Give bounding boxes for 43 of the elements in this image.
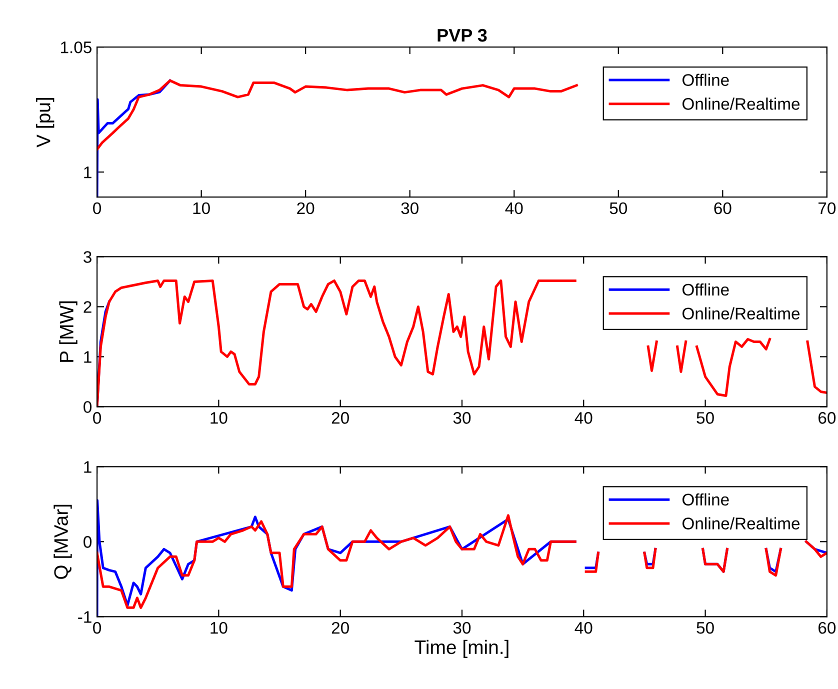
- legend-label: Online/Realtime: [682, 517, 800, 530]
- x-tick-label: 70: [818, 202, 836, 214]
- x-tick-label: 60: [818, 412, 836, 424]
- legend-label: Offline: [682, 283, 729, 296]
- x-tick-label: 50: [696, 412, 714, 424]
- legend-label: Offline: [682, 493, 729, 506]
- y-tick-label: 1: [84, 166, 92, 178]
- legend-label: Online/Realtime: [682, 98, 800, 110]
- y-tick-label: 1: [84, 351, 92, 363]
- x-tick-label: 10: [210, 622, 228, 634]
- x-axis-title: Time [min.]: [414, 640, 508, 658]
- x-tick-label: 0: [93, 622, 102, 634]
- x-tick-label: 20: [297, 202, 314, 214]
- legend-label: Online/Realtime: [682, 307, 800, 320]
- x-tick-label: 40: [574, 622, 592, 634]
- x-tick-label: 20: [332, 412, 349, 424]
- x-tick-label: 10: [210, 412, 228, 424]
- x-tick-label: 0: [93, 412, 102, 424]
- y-tick-label: 2: [84, 301, 92, 313]
- y-tick-label: 0: [84, 536, 92, 548]
- x-tick-label: 40: [574, 412, 592, 424]
- x-tick-label: 0: [93, 202, 102, 214]
- x-tick-label: 40: [505, 202, 523, 214]
- y-tick-label: 1.05: [61, 41, 92, 54]
- x-tick-label: 30: [401, 202, 418, 214]
- x-tick-label: 50: [696, 622, 714, 634]
- legend-label: Offline: [682, 74, 729, 86]
- x-tick-label: 20: [332, 622, 349, 634]
- y-axis-title: Q [MVar]: [54, 504, 72, 579]
- chart-title: PVP 3: [438, 28, 487, 42]
- x-tick-label: 30: [453, 412, 471, 424]
- y-tick-label: -1: [78, 611, 92, 623]
- x-tick-label: 10: [193, 202, 210, 214]
- line-series: [97, 79, 578, 151]
- y-axis-title: V [pu]: [36, 98, 54, 148]
- x-tick-label: 50: [610, 202, 628, 214]
- y-tick-label: 1: [84, 461, 92, 473]
- y-axis-title: P [MW]: [59, 301, 78, 362]
- y-tick-label: 3: [84, 251, 92, 263]
- y-tick-label: 0: [84, 401, 92, 413]
- x-tick-label: 60: [818, 622, 836, 634]
- x-tick-label: 30: [453, 622, 471, 634]
- x-tick-label: 60: [714, 202, 732, 214]
